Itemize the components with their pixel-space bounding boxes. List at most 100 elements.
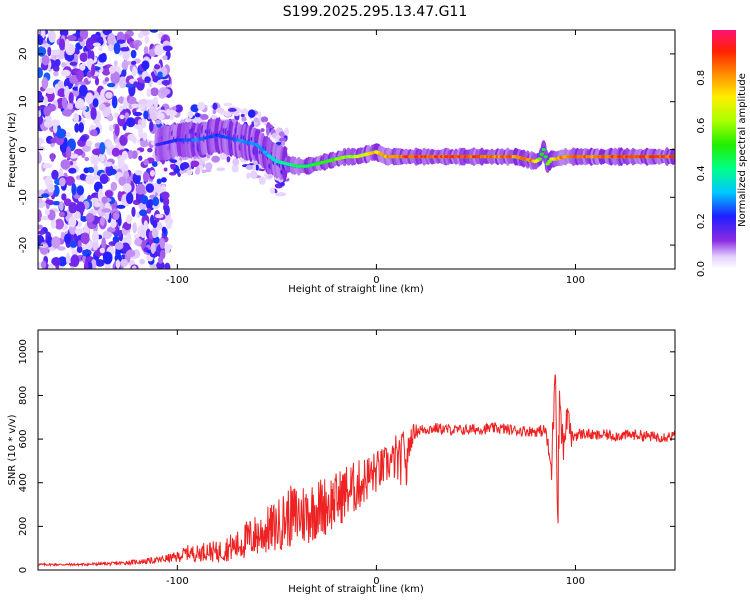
noise-cell	[131, 60, 137, 66]
snr-frame	[37, 329, 676, 571]
noise-cell	[152, 97, 158, 104]
ridge-core	[537, 157, 542, 161]
noise-cell	[107, 33, 116, 47]
noise-cell	[74, 228, 85, 236]
noise-cell	[48, 30, 56, 43]
noise-cell	[55, 128, 66, 139]
noise-cell	[50, 138, 57, 144]
noise-cell	[65, 175, 75, 186]
noise-cell	[138, 103, 146, 110]
noise-cell	[69, 61, 78, 66]
noise-cell	[39, 243, 49, 249]
noise-cell	[215, 107, 225, 114]
y-tick-label: 0	[18, 567, 29, 573]
noise-cell	[41, 193, 50, 198]
noise-cell	[92, 98, 99, 108]
noise-cell	[58, 201, 64, 211]
noise-cell	[149, 30, 159, 33]
noise-cell	[111, 95, 118, 109]
y-tick-label: -10	[18, 189, 29, 205]
noise-cell	[157, 256, 164, 264]
noise-cell	[61, 193, 67, 201]
noise-cell	[71, 183, 77, 196]
noise-cell	[86, 240, 93, 250]
noise-cell	[78, 63, 86, 71]
noise-cell	[143, 110, 149, 120]
noise-cell	[41, 55, 50, 66]
noise-cell	[152, 236, 160, 244]
y-tick-label: -20	[18, 237, 29, 253]
noise-cell	[67, 103, 74, 110]
ridge-core	[672, 155, 675, 159]
noise-cell	[263, 121, 267, 126]
noise-cell	[102, 251, 113, 265]
noise-cell	[43, 95, 48, 106]
noise-cell	[61, 62, 67, 68]
noise-cell	[150, 243, 156, 254]
noise-cell	[169, 171, 177, 176]
noise-cell	[83, 167, 90, 174]
noise-cell	[132, 136, 137, 144]
noise-cell	[38, 94, 44, 103]
noise-cell	[107, 114, 114, 122]
noise-cell	[190, 104, 199, 113]
noise-cell	[57, 88, 67, 98]
noise-cell	[101, 237, 106, 251]
x-tick-label: 0	[373, 275, 379, 286]
noise-cell	[80, 232, 90, 245]
noise-cell	[84, 156, 90, 162]
noise-cell	[156, 112, 165, 120]
noise-cell	[54, 218, 65, 230]
noise-cell	[130, 49, 137, 59]
noise-cell	[155, 119, 162, 125]
noise-cell	[38, 224, 43, 230]
noise-cell	[126, 249, 136, 258]
noise-cell	[144, 76, 151, 84]
ridge-core	[541, 147, 546, 152]
noise-cell	[38, 110, 42, 118]
noise-cell	[142, 171, 149, 183]
noise-cell	[164, 262, 171, 269]
noise-cell	[88, 167, 95, 174]
noise-cell	[52, 201, 61, 206]
noise-cell	[120, 47, 130, 52]
noise-cell	[50, 119, 61, 127]
noise-cell	[132, 222, 138, 234]
noise-cell	[151, 161, 158, 167]
noise-cell	[64, 233, 72, 244]
noise-cell	[194, 112, 201, 118]
noise-cell	[85, 140, 93, 147]
noise-cell	[61, 96, 68, 110]
y-tick-label: 20	[18, 48, 29, 61]
x-tick-label: 100	[566, 275, 585, 286]
noise-cell	[154, 184, 162, 193]
x-tick-label: -100	[166, 275, 189, 286]
noise-cell	[97, 95, 103, 101]
noise-cell	[212, 102, 218, 110]
noise-cell	[46, 235, 53, 248]
noise-cell	[38, 146, 45, 152]
y-tick-label: 1000	[18, 339, 29, 364]
noise-cell	[74, 123, 80, 133]
noise-cell	[260, 128, 265, 133]
noise-cell	[184, 118, 192, 123]
snr-x-label: Height of straight line (km)	[288, 584, 424, 595]
colorbar-tick-label: 0.6	[696, 118, 707, 134]
noise-cell	[60, 159, 71, 170]
noise-cell	[227, 108, 237, 112]
noise-cell	[43, 119, 53, 128]
noise-cell	[134, 169, 143, 176]
noise-cell	[253, 117, 259, 123]
noise-cell	[65, 146, 72, 160]
y-tick-label: 600	[18, 430, 29, 449]
noise-cell	[156, 178, 162, 185]
noise-cell	[139, 258, 146, 265]
noise-cell	[114, 253, 123, 263]
noise-cell	[154, 213, 164, 219]
x-tick-label: 0	[373, 576, 379, 587]
noise-cell	[69, 74, 79, 84]
noise-cell	[134, 237, 142, 246]
